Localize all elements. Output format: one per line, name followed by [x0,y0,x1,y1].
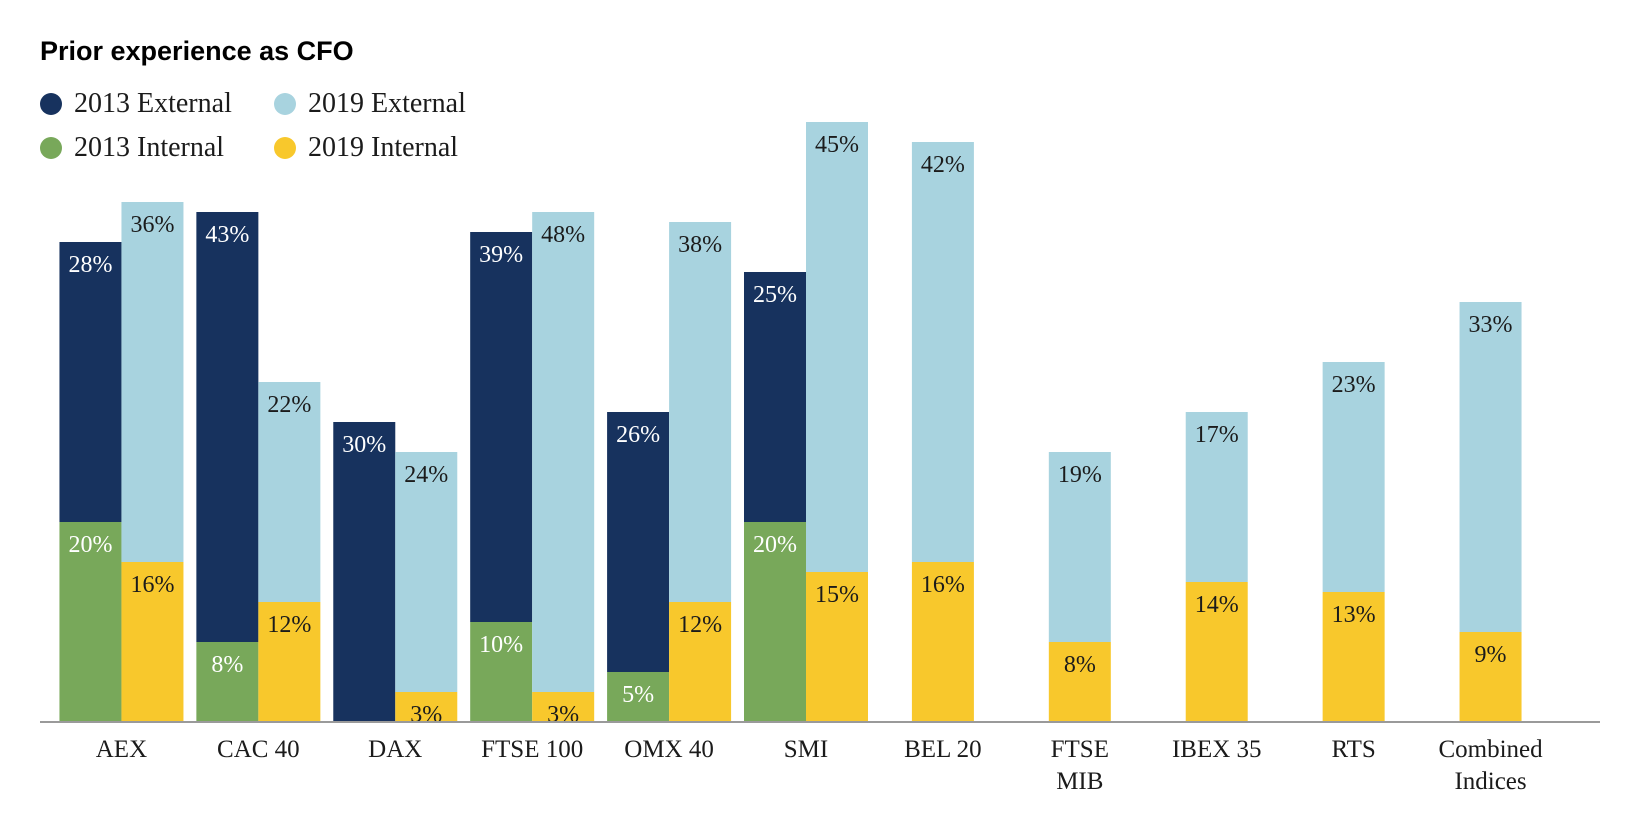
data-label-2013-internal-smi: 20% [753,532,797,558]
data-label-2019-internal-cac-40: 12% [267,612,311,638]
x-tick-label-ftse-mib-line2: MIB [1056,768,1103,795]
bar-2019-external-ibex-35 [1185,412,1248,582]
legend-label-2019-external: 2019 External [308,88,466,119]
bar-2019-external-aex [121,202,184,562]
x-tick-label-ftse-mib: FTSE [1051,736,1109,763]
x-tick-label-combined-indices-line2: Indices [1454,768,1526,795]
legend-swatch-2019-external [274,93,296,115]
bar-2019-external-dax [395,452,458,692]
x-tick-label-cac-40: CAC 40 [217,736,300,763]
legend-item-2013-internal: 2013 Internal [40,132,224,164]
data-label-2019-external-smi: 45% [815,132,859,158]
legend-label-2019-internal: 2019 Internal [308,132,459,163]
legend-swatch-2013-internal [40,137,62,159]
bar-2013-internal-aex [59,522,122,722]
bar-2013-internal-ftse-100 [470,622,533,722]
bar-2019-internal-omx-40 [669,602,732,722]
x-tick-label-ibex-35: IBEX 35 [1172,736,1262,763]
bar-2019-internal-aex [121,562,184,722]
legend-swatch-2013-external [40,93,62,115]
data-label-2019-internal-ftse-100: 3% [547,702,579,728]
data-label-2019-internal-bel-20: 16% [921,572,965,598]
bar-2019-external-rts [1322,362,1385,592]
legend-swatch-2019-internal [274,137,296,159]
data-label-2019-external-dax: 24% [404,462,448,488]
data-label-2019-external-ftse-mib: 19% [1058,462,1102,488]
legend-item-2019-internal: 2019 Internal [274,132,458,164]
legend-label-2013-internal: 2013 Internal [74,132,225,163]
bar-2013-external-omx-40 [607,412,670,672]
bar-2013-internal-cac-40 [196,642,259,722]
data-label-2019-external-combined-indices: 33% [1469,312,1513,338]
x-tick-label-dax: DAX [368,736,422,763]
bar-2019-external-combined-indices [1459,302,1522,632]
bar-2019-internal-ftse-mib [1048,642,1111,722]
chart-title: Prior experience as CFO [40,36,354,66]
data-label-2013-external-dax: 30% [342,432,386,458]
data-label-2019-external-bel-20: 42% [921,152,965,178]
data-label-2019-internal-smi: 15% [815,582,859,608]
legend-item-2013-external: 2013 External [40,88,232,120]
bar-2013-external-cac-40 [196,212,259,642]
bar-2019-external-omx-40 [669,222,732,602]
data-label-2019-internal-aex: 16% [130,572,174,598]
bar-2019-internal-cac-40 [258,602,321,722]
data-label-2013-internal-omx-40: 5% [622,682,654,708]
bar-2019-internal-ibex-35 [1185,582,1248,722]
data-label-2019-external-cac-40: 22% [267,392,311,418]
bar-2019-external-ftse-100 [532,212,595,692]
x-tick-label-bel-20: BEL 20 [904,736,982,763]
data-label-2019-internal-omx-40: 12% [678,612,722,638]
x-tick-label-aex: AEX [96,736,147,763]
data-label-2019-external-ibex-35: 17% [1195,422,1239,448]
data-label-2013-external-aex: 28% [68,252,112,278]
data-label-2019-internal-ibex-35: 14% [1195,592,1239,618]
data-label-2019-internal-rts: 13% [1332,602,1376,628]
data-label-2019-internal-dax: 3% [410,702,442,728]
x-tick-label-smi: SMI [784,736,828,763]
x-tick-label-rts: RTS [1331,736,1375,763]
legend-item-2019-external: 2019 External [274,88,466,120]
data-label-2019-external-omx-40: 38% [678,232,722,258]
bar-2019-external-bel-20 [911,142,974,562]
bar-2019-internal-dax [395,692,458,722]
bar-2019-internal-smi [806,572,868,722]
bar-2019-internal-bel-20 [911,562,974,722]
legend-label-2013-external: 2013 External [74,88,232,119]
data-label-2013-external-cac-40: 43% [205,222,249,248]
data-label-2019-external-rts: 23% [1332,372,1376,398]
bar-2013-internal-smi [744,522,806,722]
data-label-2013-internal-ftse-100: 10% [479,632,523,658]
data-label-2019-internal-combined-indices: 9% [1475,642,1507,668]
data-label-2013-external-smi: 25% [753,282,797,308]
bar-2013-external-dax [333,422,396,722]
bar-2013-external-aex [59,242,122,522]
x-tick-label-ftse-100: FTSE 100 [481,736,583,763]
bar-2013-external-ftse-100 [470,232,533,622]
x-tick-label-combined-indices: Combined [1438,736,1543,763]
data-label-2013-internal-cac-40: 8% [211,652,243,678]
data-label-2013-internal-aex: 20% [68,532,112,558]
data-label-2013-external-omx-40: 26% [616,422,660,448]
bar-2019-internal-ftse-100 [532,692,595,722]
data-label-2019-internal-ftse-mib: 8% [1064,652,1096,678]
bar-2019-external-cac-40 [258,382,321,602]
data-label-2019-external-ftse-100: 48% [541,222,585,248]
bar-2019-internal-combined-indices [1459,632,1522,722]
bar-2013-internal-omx-40 [607,672,670,722]
data-label-2019-external-aex: 36% [130,212,174,238]
bar-2019-internal-rts [1322,592,1385,722]
data-label-2013-external-ftse-100: 39% [479,242,523,268]
bar-2019-external-smi [806,122,868,572]
x-tick-label-omx-40: OMX 40 [624,736,714,763]
bar-2013-external-smi [744,272,806,522]
bar-2019-external-ftse-mib [1048,452,1111,642]
